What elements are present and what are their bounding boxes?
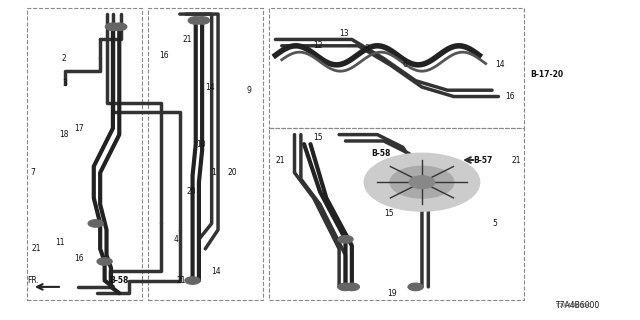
Bar <box>269 8 524 128</box>
Text: 21: 21 <box>32 244 42 253</box>
Text: 3: 3 <box>62 79 67 88</box>
Text: B-58: B-58 <box>109 276 129 285</box>
Text: 2: 2 <box>62 54 67 63</box>
Text: 21: 21 <box>275 156 285 164</box>
Bar <box>269 128 524 300</box>
Text: 20: 20 <box>186 187 196 196</box>
Circle shape <box>390 166 454 198</box>
Text: 7: 7 <box>30 168 35 177</box>
Text: 16: 16 <box>159 51 169 60</box>
Text: T7A4B6000: T7A4B6000 <box>556 301 600 310</box>
Circle shape <box>338 236 353 243</box>
Text: B-58: B-58 <box>371 149 390 158</box>
Text: 6: 6 <box>403 60 408 69</box>
Text: B-17-20: B-17-20 <box>531 70 563 79</box>
Circle shape <box>111 23 127 31</box>
Text: 12: 12 <box>314 41 323 50</box>
Text: 20: 20 <box>228 168 237 177</box>
Circle shape <box>97 258 112 265</box>
Circle shape <box>105 23 120 31</box>
Text: 8: 8 <box>365 44 369 53</box>
Bar <box>148 8 262 300</box>
Text: 4: 4 <box>173 235 179 244</box>
Text: 14: 14 <box>495 60 505 69</box>
Circle shape <box>88 220 103 227</box>
Text: 11: 11 <box>56 238 65 247</box>
Text: 21: 21 <box>177 276 186 285</box>
Text: 16: 16 <box>505 92 515 101</box>
Circle shape <box>365 154 479 211</box>
Circle shape <box>185 277 200 284</box>
Text: 1: 1 <box>212 168 216 177</box>
Circle shape <box>195 17 210 24</box>
Text: FR.: FR. <box>27 276 39 285</box>
Circle shape <box>344 283 360 291</box>
Circle shape <box>409 176 435 188</box>
Text: 18: 18 <box>59 130 68 139</box>
Circle shape <box>338 283 353 291</box>
Text: 21: 21 <box>511 156 521 164</box>
Text: 19: 19 <box>387 289 397 298</box>
Text: 21: 21 <box>183 35 193 44</box>
Circle shape <box>408 283 423 291</box>
Text: B-57: B-57 <box>473 156 492 164</box>
Text: 15: 15 <box>314 133 323 142</box>
Text: T7A4B6000: T7A4B6000 <box>556 303 591 308</box>
Text: 10: 10 <box>196 140 205 148</box>
Text: 17: 17 <box>75 124 84 133</box>
Text: 15: 15 <box>384 209 394 219</box>
Text: 16: 16 <box>75 254 84 263</box>
Text: 14: 14 <box>205 83 215 92</box>
Text: 9: 9 <box>246 86 252 95</box>
Circle shape <box>188 17 204 24</box>
Text: 14: 14 <box>212 267 221 276</box>
Text: 13: 13 <box>339 28 349 38</box>
Text: 5: 5 <box>492 219 497 228</box>
Bar <box>27 8 141 300</box>
